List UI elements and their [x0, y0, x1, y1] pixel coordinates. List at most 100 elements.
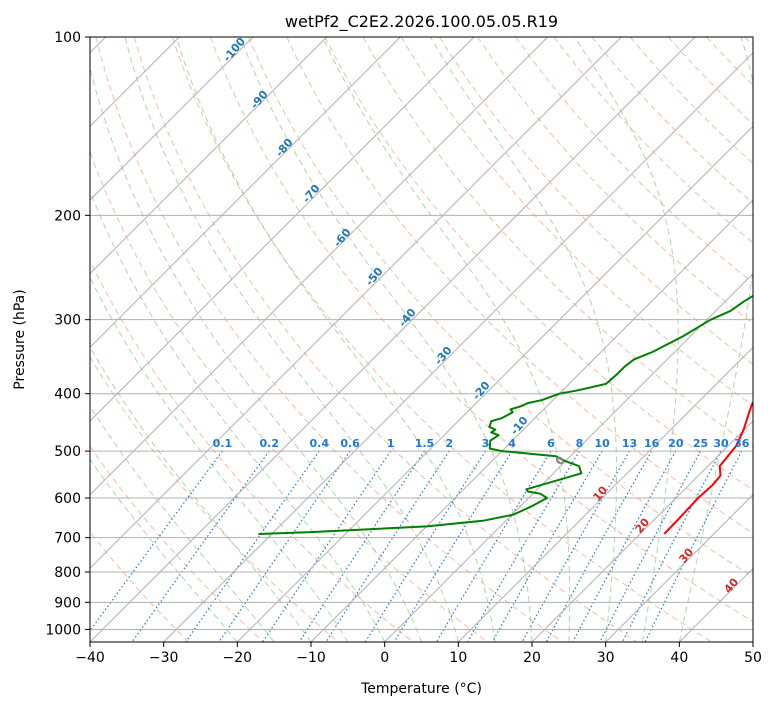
mixing-ratio-line	[621, 450, 722, 642]
moist-adiabat-line	[574, 37, 679, 642]
moist-adiabat-line	[90, 405, 275, 642]
dry-adiabat-line	[591, 37, 753, 204]
x-tick-label: 40	[670, 650, 688, 666]
mixing-ratio-label: 0.2	[260, 437, 280, 450]
x-tick-label: 30	[597, 650, 615, 666]
mixing-ratio-label: 20	[668, 437, 684, 450]
isotherms	[90, 37, 753, 642]
dry-adiabat-label: -90	[248, 88, 271, 112]
dry-adiabat-line	[286, 37, 753, 534]
y-tick-label: 1000	[45, 622, 81, 638]
dry-adiabat-line	[324, 37, 753, 491]
dry-adiabat-label: -50	[363, 265, 386, 289]
dry-adiabat-label: -80	[273, 136, 296, 160]
isotherm-line	[236, 125, 753, 642]
dry-adiabats	[90, 37, 753, 642]
x-tick-label: −10	[296, 650, 326, 666]
mixing-ratio-label: 2	[445, 437, 453, 450]
mixing-ratio-line	[572, 450, 677, 642]
isotherm-line	[90, 37, 254, 201]
y-tick-label: 700	[54, 531, 81, 547]
moist-adiabat-line	[678, 37, 753, 642]
plot-area: -100-90-80-70-60-50-40-30-20-10010203040…	[90, 37, 753, 642]
y-tick-label: 400	[54, 387, 81, 403]
isobars	[90, 37, 753, 630]
mixing-ratio-label: 4	[508, 437, 516, 450]
mixing-ratio-line	[435, 450, 552, 642]
isotherm-line	[90, 37, 622, 570]
x-axis-ticks: −40 −30 −20 −10 0 10 20 30 40 50	[75, 642, 762, 666]
mixing-ratio-line	[466, 450, 580, 642]
dry-adiabat-line	[706, 37, 753, 86]
dry-adiabat-label: -40	[396, 306, 419, 330]
isotherm-line	[310, 199, 753, 642]
y-tick-label: 600	[54, 491, 81, 507]
x-tick-label: 20	[523, 650, 541, 666]
x-tick-label: −30	[149, 650, 179, 666]
dry-adiabat-line	[553, 37, 753, 244]
dry-adiabat-line	[744, 37, 753, 47]
mixing-ratio-label: 10	[594, 437, 610, 450]
y-axis-ticks: 100 200 300 400 500 600 700 800 900 1000	[45, 30, 90, 638]
mixing-ratio-line	[521, 450, 631, 642]
isotherm-line	[90, 37, 475, 422]
x-tick-label: 0	[380, 650, 389, 666]
isotherm-line	[531, 420, 753, 642]
mixing-ratio-line	[393, 450, 513, 642]
mixing-ratio-label: 0.1	[213, 437, 233, 450]
moist-adiabat-line	[175, 37, 496, 642]
y-tick-label: 100	[54, 30, 81, 46]
isotherm-line	[384, 272, 753, 642]
mixing-ratio-line	[185, 450, 320, 642]
y-tick-label: 300	[54, 313, 81, 329]
mixing-ratio-label: 3	[482, 437, 490, 450]
sounding-line	[663, 401, 753, 535]
dry-adiabat-line	[400, 37, 753, 407]
dry-adiabat-label: -30	[432, 344, 455, 368]
mixing-ratio-label: 13	[622, 437, 637, 450]
isotherm-line	[90, 37, 401, 349]
y-tick-label: 200	[54, 208, 81, 224]
mixing-ratio-line	[491, 450, 603, 642]
moist-adiabat-line	[90, 345, 312, 642]
dry-adiabat-line	[171, 37, 712, 642]
y-tick-label: 900	[54, 595, 81, 611]
dry-adiabat-line	[248, 37, 753, 578]
dry-adiabat-line	[90, 356, 339, 642]
mixing-ratio-label: 25	[693, 437, 708, 450]
plot-frame	[89, 36, 754, 643]
x-tick-label: 10	[449, 650, 467, 666]
mixing-ratio-line	[218, 450, 351, 642]
dry-adiabat-line	[90, 531, 190, 642]
mixing-ratio-line	[298, 450, 425, 642]
dry-adiabat-line	[95, 37, 563, 642]
mixing-ratio-line	[262, 450, 392, 642]
mixing-ratio-label: 36	[734, 437, 750, 450]
sounding-line	[258, 294, 753, 535]
mixing-ratio-line	[545, 450, 653, 642]
mixing-ratio-label: 1.5	[415, 437, 435, 450]
mixing-ratio-lines	[90, 450, 743, 642]
mixing-ratio-label: 0.4	[310, 437, 330, 450]
moist-adiabat-line	[90, 276, 349, 642]
mixing-ratio-label: 8	[576, 437, 584, 450]
moist-adiabat-line	[90, 189, 386, 642]
dry-adiabat-line	[90, 259, 414, 642]
mixing-ratio-label: 0.6	[340, 437, 360, 450]
isotherm-line	[90, 37, 328, 275]
mixing-ratio-label: 6	[547, 437, 555, 450]
dry-adiabat-line	[90, 445, 264, 642]
isotherm-line	[90, 37, 696, 642]
mixing-ratio-line	[325, 450, 450, 642]
mixing-ratio-label: 16	[644, 437, 660, 450]
isotherm-line	[678, 567, 753, 642]
mixing-ratio-label: 1	[387, 437, 395, 450]
isotherm-line	[90, 37, 549, 496]
sounding-traces	[258, 294, 753, 535]
mixing-ratio-line	[131, 450, 270, 642]
mixing-ratio-line	[364, 450, 486, 642]
dry-adiabat-label: 20	[632, 515, 652, 535]
x-tick-label: 50	[744, 650, 762, 666]
moist-adiabat-line	[90, 66, 422, 642]
